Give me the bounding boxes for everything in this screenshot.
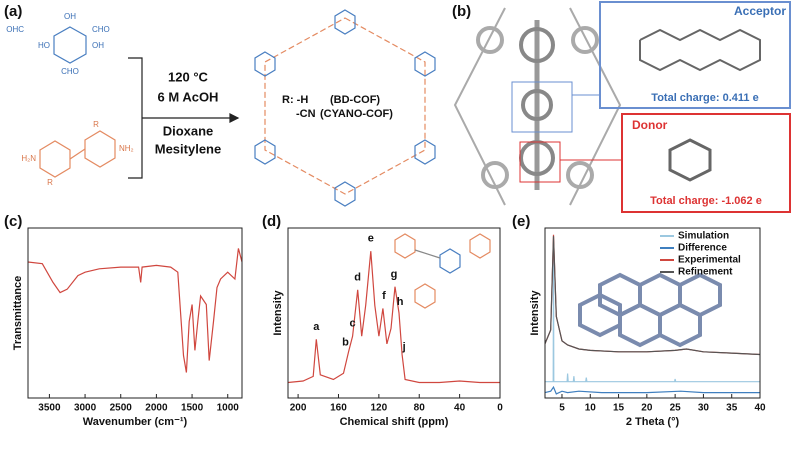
donor-charge: Total charge: -1.062 e — [650, 195, 762, 207]
panel-label: (e) — [512, 213, 530, 230]
data-line — [27, 248, 243, 373]
peak-label: g — [391, 268, 398, 280]
panel-label: (c) — [4, 213, 22, 230]
x-tick-label: 30 — [698, 403, 710, 414]
reagent-label: HO — [38, 41, 50, 50]
plot-frame — [27, 227, 243, 399]
x-tick-label: 0 — [497, 403, 503, 414]
peak-label: c — [350, 318, 356, 330]
peak-label: a — [313, 321, 320, 333]
x-tick-label: 3000 — [74, 403, 97, 414]
inset-art — [394, 233, 722, 348]
substituent: (BD-COF) — [330, 94, 380, 106]
x-tick-label: 40 — [754, 403, 766, 414]
panel-label: (a) — [4, 3, 22, 20]
substituent: (CYANO-COF) — [320, 108, 393, 120]
data-line — [545, 241, 760, 383]
x-tick-label: 80 — [414, 403, 426, 414]
y-axis-label: Intensity — [272, 290, 284, 336]
acceptor-title: Acceptor — [734, 4, 786, 18]
acceptor-charge: Total charge: 0.411 e — [651, 92, 758, 104]
x-tick-label: 25 — [670, 403, 682, 414]
x-tick-label: 40 — [454, 403, 466, 414]
x-tick-label: 1500 — [181, 403, 204, 414]
data-line — [544, 236, 761, 356]
reagent-label: H₂N — [21, 154, 36, 163]
x-tick-label: 120 — [371, 403, 388, 414]
data-line — [544, 385, 760, 395]
condition: 120 °C — [168, 69, 209, 84]
x-tick-label: 160 — [330, 403, 347, 414]
x-tick-label: 200 — [290, 403, 307, 414]
donor-title: Donor — [632, 118, 668, 132]
x-tick-label: 2500 — [110, 403, 133, 414]
x-tick-label: 3500 — [38, 403, 61, 414]
condition: Dioxane — [163, 123, 214, 138]
data-line — [287, 251, 500, 384]
condition: 6 M AcOH — [158, 89, 219, 104]
reagent-label: OHC — [6, 25, 24, 34]
x-tick-label: 5 — [559, 403, 565, 414]
x-tick-label: 10 — [585, 403, 597, 414]
reagent-label: CHO — [61, 67, 79, 76]
x-axis-label: 2 Theta (°) — [626, 416, 680, 428]
x-tick-label: 1000 — [217, 403, 240, 414]
x-tick-label: 15 — [613, 403, 625, 414]
x-axis-label: Wavenumber (cm⁻¹) — [83, 416, 188, 428]
peak-label: j — [402, 341, 406, 353]
peak-label: e — [368, 233, 374, 245]
peak-label: b — [342, 336, 349, 348]
panel-label: (b) — [452, 3, 471, 20]
legend-label: Difference — [678, 243, 727, 254]
reagent-label: NH₂ — [119, 144, 134, 153]
peak-label: f — [382, 290, 386, 302]
x-tick-label: 20 — [641, 403, 653, 414]
substituent: -CN — [296, 108, 316, 120]
y-axis-label: Transmittance — [12, 276, 24, 351]
reagent-label: R — [47, 178, 53, 187]
scheme-art — [39, 9, 436, 207]
peak-label: h — [397, 296, 404, 308]
x-tick-label: 2000 — [145, 403, 168, 414]
plot-frame — [287, 227, 501, 399]
legend-label: Simulation — [678, 231, 729, 242]
x-tick-label: 35 — [726, 403, 738, 414]
substituent: R: -H — [282, 94, 308, 106]
condition: Mesitylene — [155, 141, 221, 156]
y-axis-label: Intensity — [529, 290, 541, 336]
x-axis-label: Chemical shift (ppm) — [340, 416, 449, 428]
legend-label: Experimental — [678, 255, 741, 266]
panel-label: (d) — [262, 213, 281, 230]
reagent-label: OH — [92, 41, 104, 50]
peak-label: d — [354, 271, 361, 283]
reagent-label: R — [93, 120, 99, 129]
legend-label: Refinement — [678, 267, 733, 278]
reagent-label: CHO — [92, 25, 110, 34]
structure-art — [453, 1, 791, 213]
reagent-label: OH — [64, 12, 76, 21]
plot-frame — [544, 227, 761, 399]
